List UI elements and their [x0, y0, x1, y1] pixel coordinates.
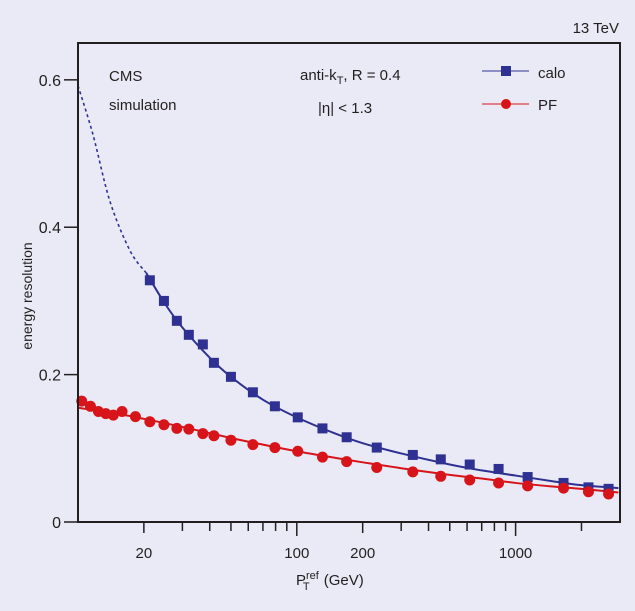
y-tick-label: 0.2 [39, 368, 61, 385]
y-tick-label: 0.6 [39, 73, 61, 90]
data-point-pf [292, 445, 304, 457]
data-point-pf [269, 442, 281, 454]
data-point-pf [558, 482, 570, 494]
data-point-calo [197, 339, 208, 350]
corner-label: 13 TeV [573, 20, 619, 37]
data-point-pf [493, 477, 505, 489]
x-tick-label: 100 [284, 545, 309, 562]
fit-curve-calo [145, 272, 619, 490]
x-axis-label-unit: (GeV) [320, 572, 364, 589]
fit-curves [77, 85, 619, 494]
data-point-pf [522, 480, 534, 492]
data-point-calo [247, 387, 258, 398]
data-point-calo [464, 459, 475, 470]
data-point-pf [341, 456, 353, 468]
fit-curve-extrapolated-calo [77, 85, 147, 274]
data-point-pf [208, 430, 220, 442]
data-point-calo [522, 472, 533, 483]
data-point-pf [84, 400, 96, 412]
data-point-pf [247, 439, 259, 451]
x-axis-label-main: P [296, 572, 306, 589]
data-point-pf [129, 411, 141, 423]
data-point-calo [144, 275, 155, 286]
data-point-calo [225, 371, 236, 382]
data-point-pf [116, 405, 128, 417]
data-point-calo [269, 401, 280, 412]
experiment-label: CMS [109, 68, 142, 85]
y-axis-ticks: 0 0.2 0.4 0.6 [39, 73, 78, 532]
data-point-pf [107, 409, 119, 421]
data-point-pf [316, 451, 328, 463]
data-point-calo [407, 449, 418, 460]
algorithm-suffix: , R = 0.4 [343, 67, 400, 84]
legend-calo-marker [501, 66, 511, 76]
data-point-calo [341, 432, 352, 443]
data-point-calo [493, 463, 504, 474]
algorithm-subscript: T [337, 75, 344, 87]
data-point-pf [225, 434, 237, 446]
plot-frame [77, 42, 621, 523]
data-point-calo [183, 329, 194, 340]
x-axis-label: Pref T (GeV) [296, 570, 364, 593]
x-axis-label-sub: T [303, 581, 310, 593]
data-point-pf [171, 422, 183, 434]
data-point-calo [317, 423, 328, 434]
y-axis-label: energy resolution [19, 242, 35, 349]
x-tick-label: 20 [136, 545, 153, 562]
data-point-calo [171, 315, 182, 326]
y-tick-label: 0 [52, 515, 61, 532]
data-point-calo [435, 454, 446, 465]
y-tick-label: 0.4 [39, 220, 61, 237]
legend-pf-label: PF [538, 97, 557, 114]
data-point-pf [183, 423, 195, 435]
eta-cut-label: |η| < 1.3 [318, 100, 372, 117]
data-point-pf [407, 466, 419, 478]
x-axis-ticks: 20 100 200 1000 [136, 522, 583, 562]
algorithm-prefix: anti-k [300, 67, 337, 84]
x-tick-label: 200 [350, 545, 375, 562]
data-point-pf [197, 428, 209, 440]
data-markers [76, 275, 615, 500]
data-point-pf [144, 416, 156, 428]
algorithm-label: anti-kT, R = 0.4 [300, 67, 401, 87]
legend-pf-marker [501, 99, 511, 109]
data-point-pf [435, 470, 447, 482]
data-point-calo [371, 442, 382, 453]
legend: calo PF [482, 65, 566, 114]
x-tick-label: 1000 [499, 545, 532, 562]
x-axis-label-sup: ref [306, 570, 320, 582]
data-point-calo [158, 295, 169, 306]
data-point-calo [292, 412, 303, 423]
data-point-pf [582, 486, 594, 498]
experiment-sub-label: simulation [109, 97, 177, 114]
data-point-pf [158, 419, 170, 431]
data-point-pf [603, 488, 615, 500]
data-point-pf [464, 474, 476, 486]
data-point-calo [208, 357, 219, 368]
data-point-pf [371, 461, 383, 473]
legend-calo-label: calo [538, 65, 566, 82]
